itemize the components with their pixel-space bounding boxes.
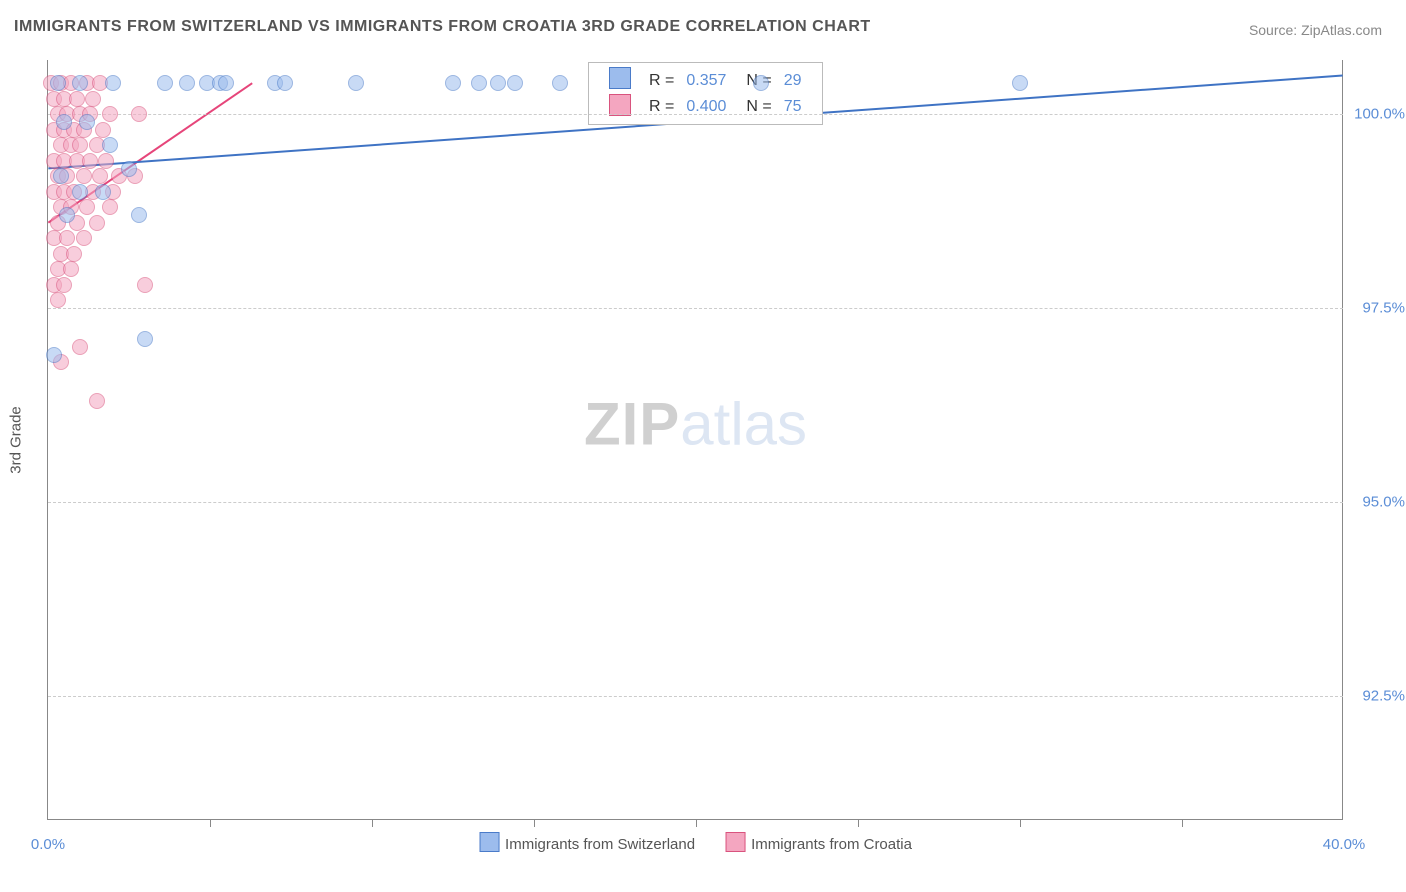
y-tick-label: 97.5% [1349,300,1405,317]
point-croatia [72,339,88,355]
point-croatia [95,122,111,138]
point-switzerland [348,75,364,91]
point-croatia [89,215,105,231]
correlation-row: R =0.357N =29 [603,67,808,94]
legend-item: Immigrants from Croatia [725,832,912,853]
x-tick [210,819,211,827]
plot-area: 3rd Grade ZIPatlas R =0.357N =29R =0.400… [47,60,1343,820]
point-switzerland [753,75,769,91]
gridline [48,502,1343,503]
point-croatia [82,153,98,169]
y-tick-label: 100.0% [1349,106,1405,123]
point-switzerland [72,184,88,200]
x-tick [858,819,859,827]
point-switzerland [507,75,523,91]
point-croatia [50,292,66,308]
gridline [48,308,1343,309]
point-croatia [98,153,114,169]
point-croatia [92,168,108,184]
y-axis-label: 3rd Grade [8,406,25,474]
source-label: Source: ZipAtlas.com [1249,22,1382,38]
point-switzerland [102,137,118,153]
point-switzerland [72,75,88,91]
point-switzerland [95,184,111,200]
x-tick [1020,819,1021,827]
point-switzerland [277,75,293,91]
point-switzerland [179,75,195,91]
gridline [48,114,1343,115]
point-croatia [102,199,118,215]
x-tick [1182,819,1183,827]
x-tick-label: 0.0% [31,836,65,853]
x-tick-label: 40.0% [1323,836,1366,853]
point-switzerland [53,168,69,184]
gridline [48,696,1343,697]
point-switzerland [157,75,173,91]
point-croatia [137,277,153,293]
point-switzerland [56,114,72,130]
point-croatia [56,277,72,293]
series-legend: Immigrants from Switzerland Immigrants fr… [479,832,912,853]
point-croatia [102,106,118,122]
point-switzerland [471,75,487,91]
correlation-row: R =0.400N =75 [603,94,808,121]
point-croatia [66,246,82,262]
y-tick-label: 95.0% [1349,494,1405,511]
x-tick [534,819,535,827]
legend-item: Immigrants from Switzerland [479,832,695,853]
point-switzerland [218,75,234,91]
trend-lines [48,60,1343,819]
point-switzerland [131,207,147,223]
point-switzerland [46,347,62,363]
point-croatia [79,199,95,215]
point-croatia [69,91,85,107]
point-switzerland [490,75,506,91]
x-tick [372,819,373,827]
plot-right-border [1342,60,1343,819]
point-croatia [89,393,105,409]
x-tick [696,819,697,827]
point-switzerland [1012,75,1028,91]
chart-title: IMMIGRANTS FROM SWITZERLAND VS IMMIGRANT… [14,18,871,36]
point-switzerland [105,75,121,91]
point-switzerland [121,161,137,177]
point-switzerland [79,114,95,130]
y-tick-label: 92.5% [1349,687,1405,704]
point-croatia [76,168,92,184]
point-croatia [72,137,88,153]
point-switzerland [59,207,75,223]
watermark: ZIPatlas [584,390,807,459]
correlation-legend: R =0.357N =29R =0.400N =75 [588,62,823,125]
point-croatia [63,261,79,277]
point-switzerland [137,331,153,347]
point-croatia [85,91,101,107]
point-switzerland [50,75,66,91]
point-croatia [76,230,92,246]
point-switzerland [445,75,461,91]
point-croatia [131,106,147,122]
point-switzerland [552,75,568,91]
point-croatia [59,230,75,246]
